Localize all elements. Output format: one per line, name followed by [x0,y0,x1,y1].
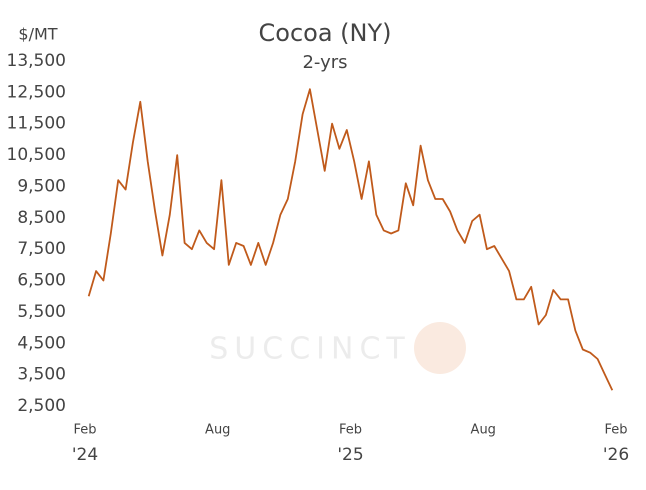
y-tick-label: 5,500 [17,302,66,322]
x-tick-label: Aug [471,423,496,438]
x-tick-label: Feb [339,423,362,438]
y-tick-label: 3,500 [17,365,66,385]
y-tick-label: 2,500 [17,396,66,416]
y-tick-label: 4,500 [17,333,66,353]
price-line [87,88,614,391]
y-tick-label: 6,500 [17,271,66,291]
y-tick-label: 11,500 [7,114,66,134]
chart-subtitle: 2-yrs [302,52,347,73]
y-tick-label: 8,500 [17,208,66,228]
x-tick-label: Feb [604,423,627,438]
y-axis-label: $/MT [18,25,57,44]
x-tick-year: '25 [337,445,363,465]
x-tick-year: '26 [603,445,629,465]
y-tick-label: 10,500 [7,145,66,165]
y-tick-label: 12,500 [7,82,66,102]
x-tick-year: '24 [72,445,98,465]
watermark-logo [414,322,466,374]
chart-title: Cocoa (NY) [259,19,392,47]
x-tick-label: Feb [73,423,96,438]
watermark: SUCCINCT [209,332,410,367]
y-tick-label: 7,500 [17,239,66,259]
y-tick-label: 9,500 [17,176,66,196]
x-tick-label: Aug [205,423,230,438]
y-tick-label: 13,500 [7,51,66,71]
